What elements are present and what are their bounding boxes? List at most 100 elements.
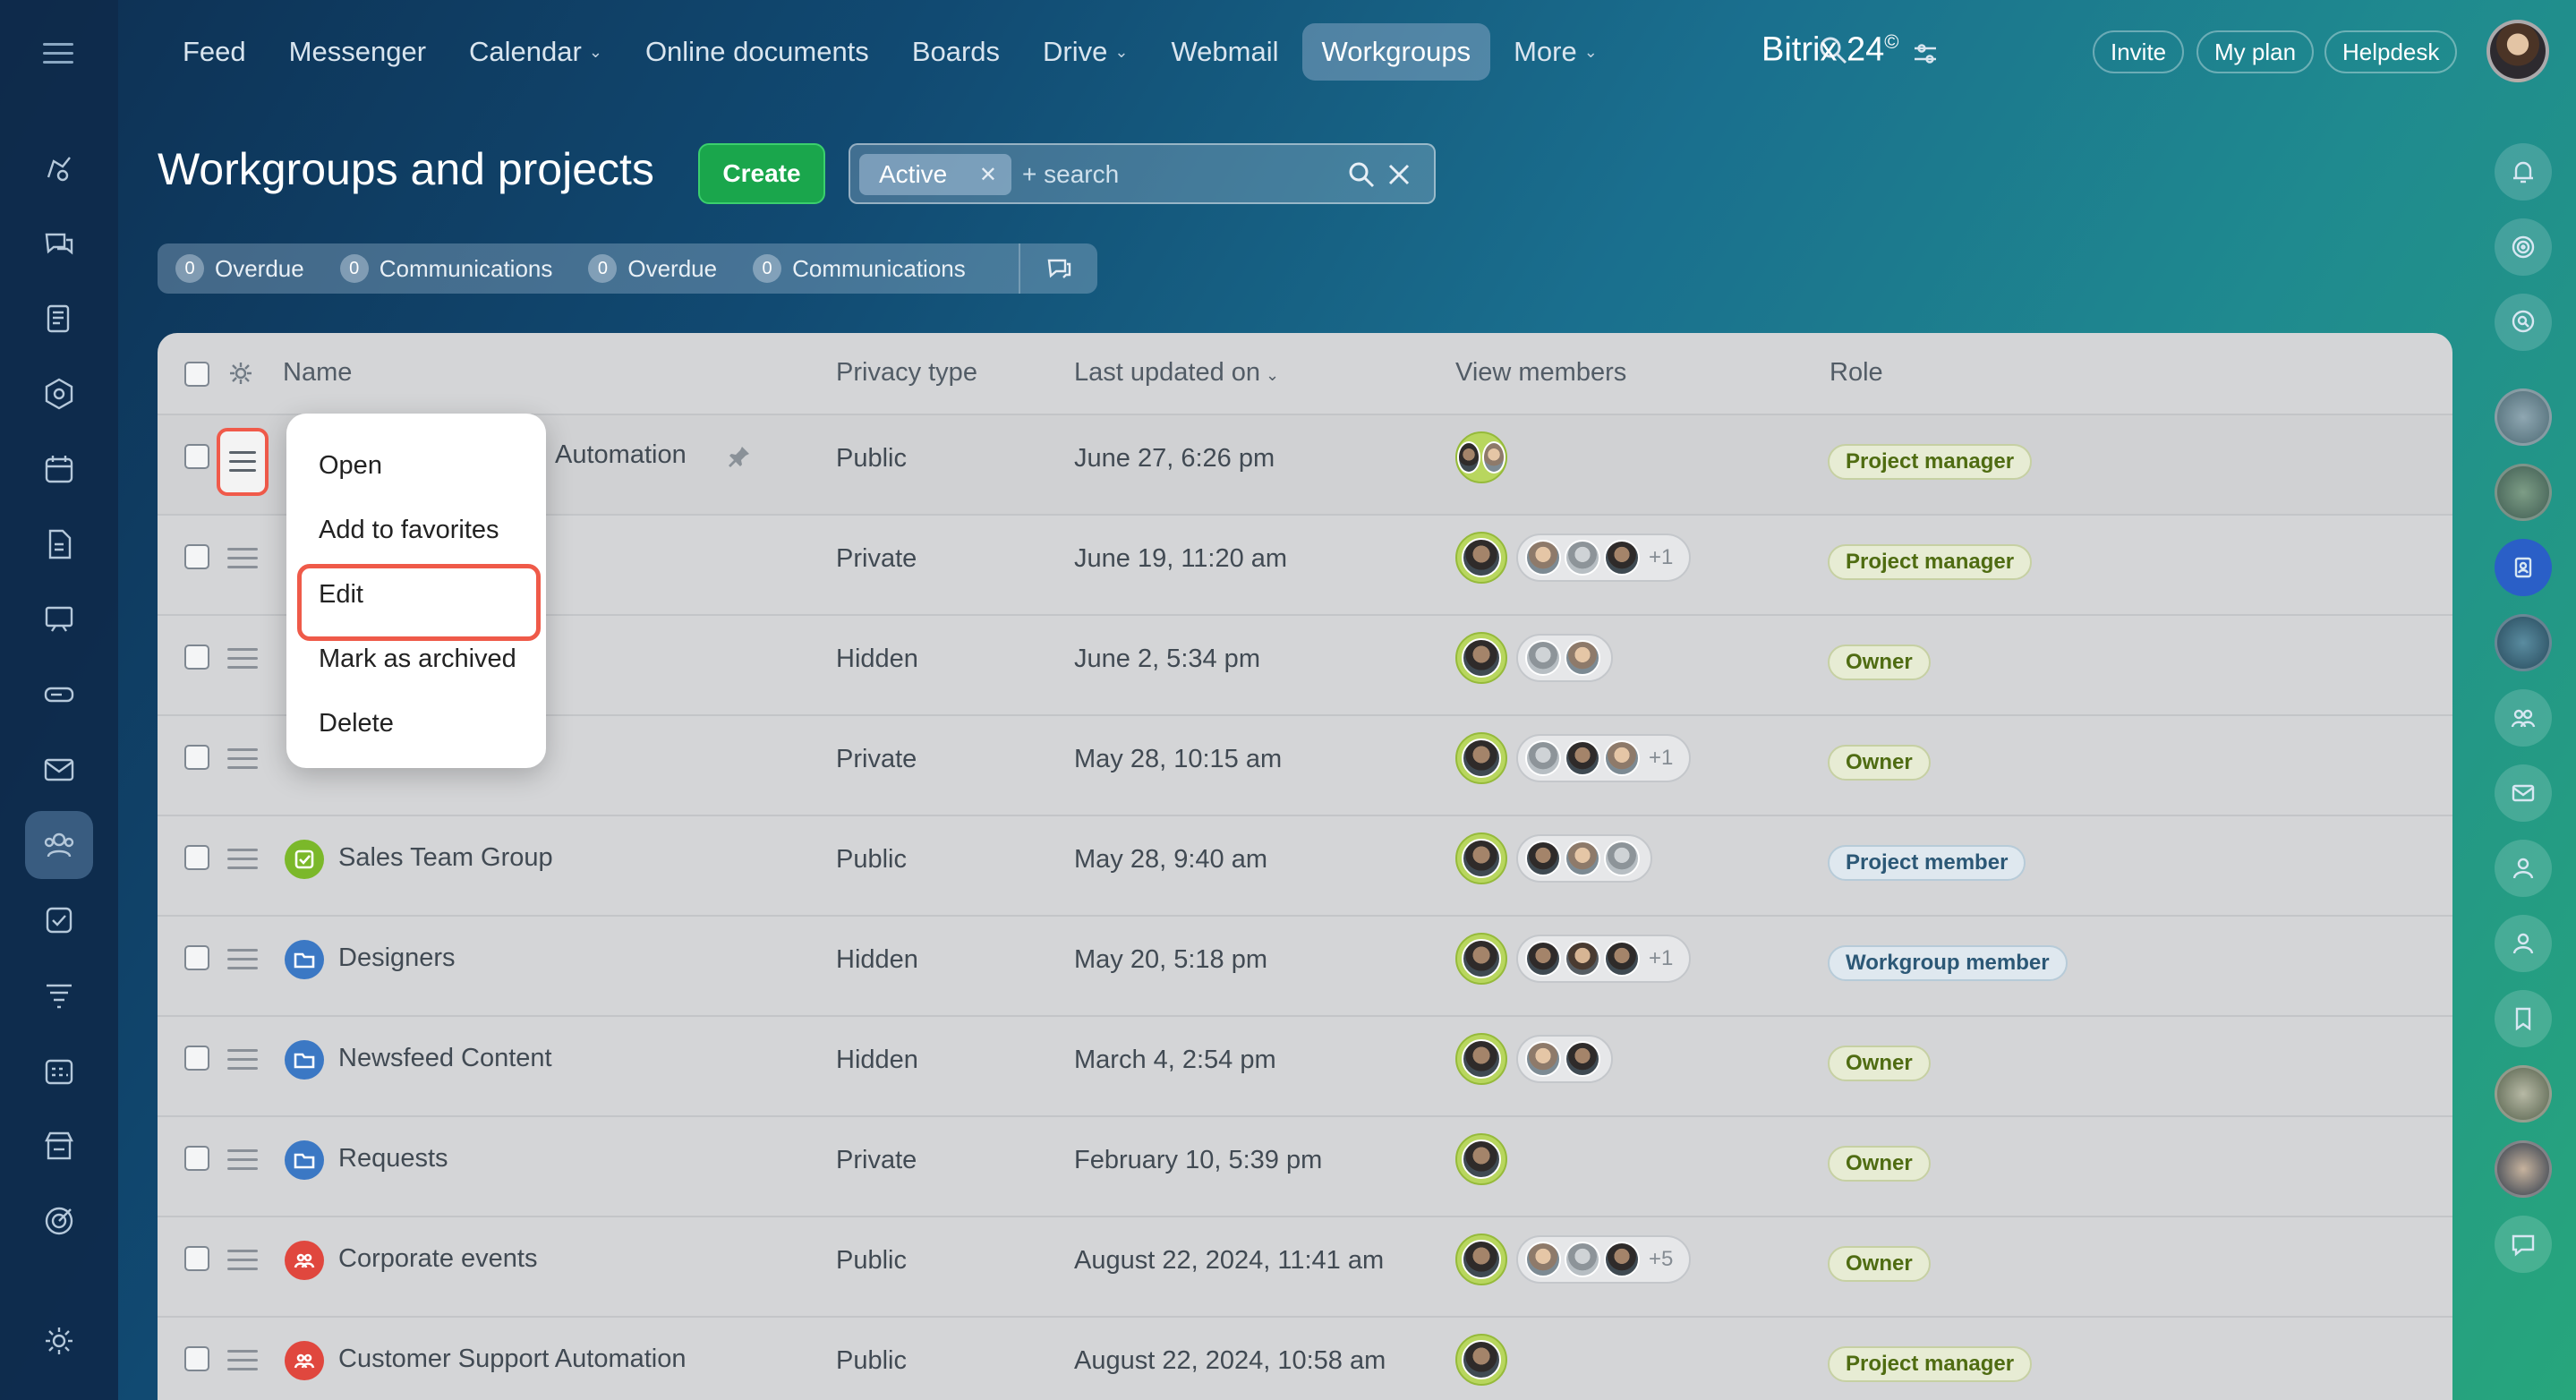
store-icon[interactable] [25,1112,93,1180]
user-avatar[interactable] [2486,20,2549,82]
contact-avatar[interactable] [2495,1140,2552,1198]
search-icon[interactable] [1346,159,1377,190]
group-chat-avatar[interactable] [2495,689,2552,747]
row-checkbox[interactable] [184,1046,209,1071]
owner-avatar[interactable] [1455,1234,1507,1285]
crm-icon[interactable] [25,961,93,1029]
members-group[interactable]: +1 [1516,734,1692,782]
row-actions-menu-icon[interactable] [227,648,258,671]
table-row[interactable]: Sales Team Group Public May 28, 9:40 am Pro… [158,815,2452,915]
feedback-icon[interactable] [2495,1216,2552,1273]
members-group[interactable] [1516,834,1652,883]
group-name[interactable]: Newsfeed Content [338,1044,552,1072]
row-checkbox[interactable] [184,1346,209,1371]
nav-item-webmail[interactable]: Webmail [1151,23,1298,81]
contact-avatar[interactable] [2495,1065,2552,1123]
menu-item-delete[interactable]: Delete [319,708,394,738]
my-plan-button[interactable]: My plan [2196,30,2315,73]
members-group[interactable]: +5 [1516,1235,1692,1284]
owner-avatar[interactable] [1455,1133,1507,1185]
group-name[interactable]: Customer Support Automation [338,1345,687,1373]
group-name[interactable]: Automation [555,440,687,469]
filter-search-box[interactable]: Active ✕ [849,143,1436,204]
row-actions-menu-icon[interactable] [227,949,258,972]
owner-avatar[interactable] [1455,1033,1507,1085]
group-name[interactable]: Sales Team Group [338,843,553,872]
row-checkbox[interactable] [184,945,209,970]
nav-item-workgroups[interactable]: Workgroups [1301,23,1491,81]
row-checkbox[interactable] [184,1146,209,1171]
row-actions-menu-icon[interactable] [227,1350,258,1373]
nav-item-feed[interactable]: Feed [163,23,266,81]
contact-avatar[interactable] [2495,614,2552,671]
row-checkbox[interactable] [184,845,209,870]
row-checkbox[interactable] [184,444,209,469]
table-row[interactable]: Requests Private February 10, 5:39 pm Owner [158,1115,2452,1216]
counter-communications[interactable]: 0 Communications [753,254,966,283]
row-actions-menu-icon[interactable] [227,1149,258,1173]
helpdesk-button[interactable]: Helpdesk [2324,30,2458,73]
row-actions-menu-icon[interactable] [227,748,258,772]
row-actions-menu-icon[interactable] [227,1250,258,1273]
file-icon[interactable] [25,510,93,578]
owner-avatar[interactable] [1455,732,1507,784]
create-button[interactable]: Create [698,143,825,204]
column-role[interactable]: Role [1830,358,1883,387]
group-name[interactable]: Corporate events [338,1244,538,1273]
bell-icon[interactable] [2495,143,2552,201]
pin-icon[interactable] [727,444,754,471]
row-checkbox[interactable] [184,1246,209,1271]
bookmark-icon[interactable] [2495,990,2552,1047]
feed-icon[interactable] [25,134,93,202]
search-input[interactable] [1013,156,1282,193]
row-actions-menu-icon[interactable] [227,548,258,571]
owner-avatar[interactable] [1455,431,1507,483]
table-row[interactable]: Private May 28, 10:15 am +1 Owner [158,714,2452,815]
workgroups-icon[interactable] [25,811,93,879]
chip-remove-icon[interactable]: ✕ [978,163,997,187]
board-icon[interactable] [25,585,93,653]
members-group[interactable]: +1 [1516,935,1692,983]
menu-item-open[interactable]: Open [319,450,382,480]
members-group[interactable] [1516,1035,1613,1083]
counter-communications[interactable]: 0 Communications [339,254,552,283]
table-row[interactable]: Hidden June 2, 5:34 pm Owner [158,614,2452,714]
group-name[interactable]: Designers [338,943,456,972]
nav-item-messenger[interactable]: Messenger [269,23,446,81]
hexagon-icon[interactable] [25,360,93,428]
group-name[interactable]: Requests [338,1144,448,1173]
group-icon[interactable] [2495,915,2552,972]
nav-item-online-documents[interactable]: Online documents [626,23,889,81]
column-members[interactable]: View members [1455,358,1627,387]
table-row[interactable]: Private June 19, 11:20 am +1 Project manage… [158,514,2452,614]
chat-search-icon[interactable] [2495,294,2552,351]
column-privacy[interactable]: Privacy type [836,358,977,387]
menu-item-add-to-favorites[interactable]: Add to favorites [319,515,499,544]
contact-avatar[interactable] [2495,388,2552,446]
address-book-icon[interactable] [2495,539,2552,596]
row-checkbox[interactable] [184,645,209,670]
members-group[interactable]: +1 [1516,534,1692,582]
sliders-icon[interactable] [1912,41,1942,68]
mail-icon[interactable] [25,736,93,804]
clear-icon[interactable] [1384,159,1414,190]
documents-icon[interactable] [25,285,93,353]
row-actions-menu-icon[interactable] [227,849,258,872]
messenger-icon[interactable] [25,209,93,277]
column-updated[interactable]: Last updated on ⌄ [1074,358,1279,388]
table-row[interactable]: Designers Hidden May 20, 5:18 pm +1 Workgrou… [158,915,2452,1015]
table-row[interactable]: Customer Support Automation Public August … [158,1316,2452,1400]
column-name[interactable]: Name [283,358,353,387]
counter-overdue[interactable]: 0 Overdue [175,254,304,283]
invite-button[interactable]: Invite [2093,30,2185,73]
chat-bubble-icon[interactable] [1019,243,1097,294]
settings-icon[interactable] [25,1307,93,1375]
table-row[interactable]: Newsfeed Content Hidden March 4, 2:54 pm Ow… [158,1015,2452,1115]
select-all-checkbox[interactable] [184,362,209,387]
calendar-icon[interactable] [25,435,93,503]
members-group[interactable] [1516,634,1613,682]
nav-item-more[interactable]: More ⌄ [1494,23,1617,81]
menu-item-mark-as-archived[interactable]: Mark as archived [319,644,516,673]
owner-avatar[interactable] [1455,832,1507,884]
owner-avatar[interactable] [1455,632,1507,684]
